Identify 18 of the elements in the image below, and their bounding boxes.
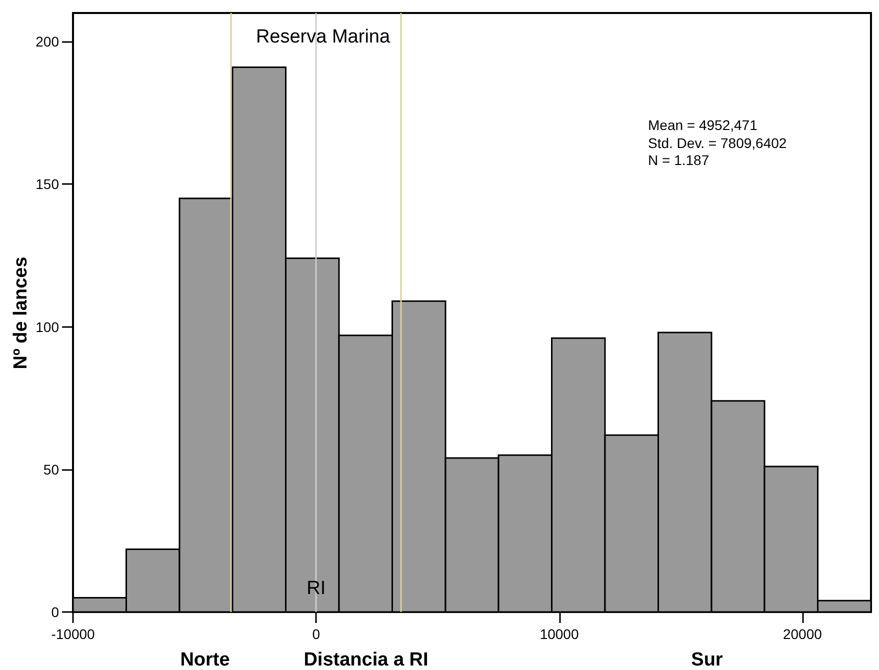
y-tick-label: 50 xyxy=(43,461,60,478)
text: Norte xyxy=(180,650,230,670)
annotation: Reserva Marina xyxy=(256,26,390,48)
y-tick-label: 200 xyxy=(36,34,60,50)
x-tick-label: 10000 xyxy=(540,626,579,642)
y-tick-label: 100 xyxy=(36,318,60,335)
ref-line-label: RI xyxy=(306,578,326,599)
annotation: Mean = 4952,471 xyxy=(648,117,758,133)
annotation: Std. Dev. = 7809,6402 xyxy=(648,135,787,151)
y-tick-label: 150 xyxy=(36,176,60,192)
y-tick-label: 0 xyxy=(51,604,60,620)
x-axis-title: Distancia a RI xyxy=(304,650,428,670)
x-tick-label: 0 xyxy=(312,626,320,642)
text: Sur xyxy=(691,650,724,670)
y-axis-title: Nº de lances xyxy=(10,256,32,370)
x-tick-label: -10000 xyxy=(51,626,96,642)
annotation: N = 1.187 xyxy=(648,152,710,168)
x-tick-label: 20000 xyxy=(782,626,822,642)
